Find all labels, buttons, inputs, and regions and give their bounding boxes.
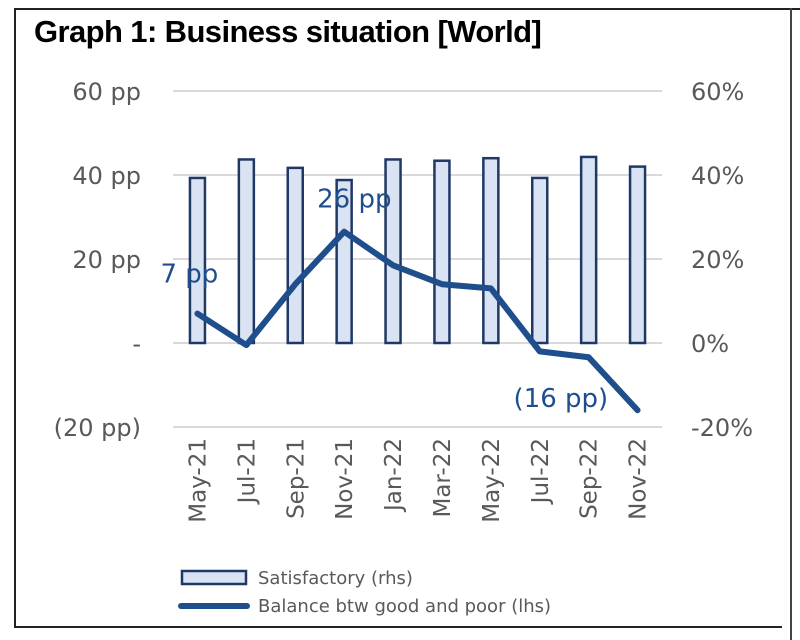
x-tick-label: Sep-22 <box>577 438 603 519</box>
x-axis: May-21 Jul-21 Sep-21 Nov-21 Jan-22 Mar-22 May-… <box>185 438 651 523</box>
left-tick-label: 40 pp <box>72 162 141 190</box>
x-tick-label: Mar-22 <box>430 438 456 518</box>
right-tick-label: 20% <box>691 246 744 274</box>
bar <box>482 156 500 345</box>
data-label: 7 pp <box>160 260 218 290</box>
bar <box>433 159 451 345</box>
x-tick-label: Sep-21 <box>283 438 309 519</box>
legend-bar-swatch <box>180 569 248 586</box>
x-tick-label: May-22 <box>479 438 505 523</box>
x-tick-label: Nov-21 <box>332 438 358 520</box>
bar <box>531 176 549 345</box>
left-tick-label: 20 pp <box>72 246 141 274</box>
right-tick-label: 0% <box>691 330 729 358</box>
left-tick-label: (20 pp) <box>54 414 141 442</box>
x-tick-label: Jul-21 <box>234 438 260 505</box>
data-label: (16 pp) <box>514 384 609 414</box>
bar-series <box>188 155 647 345</box>
line-path <box>194 228 641 414</box>
data-labels: 7 pp 26 pp (16 pp) <box>160 185 608 415</box>
line-series <box>194 228 641 414</box>
legend-label-satisfactory: Satisfactory (rhs) <box>258 568 413 589</box>
bar <box>237 158 256 345</box>
left-tick-label: 60 pp <box>72 78 141 106</box>
bar <box>188 176 207 345</box>
right-axis: 60% 40% 20% 0% -20% <box>691 78 753 442</box>
legend-label-balance: Balance btw good and poor (lhs) <box>258 596 551 617</box>
bar <box>286 166 304 345</box>
x-tick-label: May-21 <box>185 438 211 523</box>
x-tick-label: Jul-22 <box>528 438 554 505</box>
bar <box>579 155 598 345</box>
legend: Satisfactory (rhs) Balance btw good and … <box>178 568 551 617</box>
right-tick-label: 40% <box>691 162 744 190</box>
right-tick-label: -20% <box>691 414 753 442</box>
data-label: 26 pp <box>317 185 391 215</box>
x-tick-label: Nov-22 <box>626 438 652 520</box>
left-tick-label: - <box>132 330 141 358</box>
bar <box>628 165 647 345</box>
bar <box>335 178 353 345</box>
left-axis: 60 pp 40 pp 20 pp - (20 pp) <box>54 78 141 442</box>
right-tick-label: 60% <box>691 78 744 106</box>
x-tick-label: Jan-22 <box>381 438 407 513</box>
chart-title: Graph 1: Business situation [World] <box>34 14 542 49</box>
chart-frame <box>14 8 782 628</box>
frame-right-border <box>790 8 792 640</box>
bar <box>384 158 402 345</box>
